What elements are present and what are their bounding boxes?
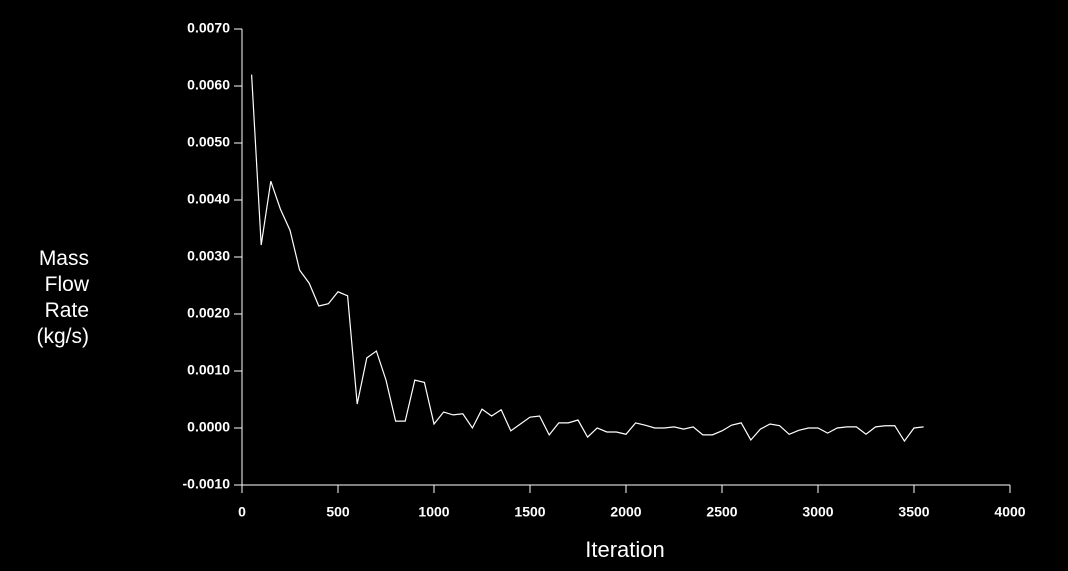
data-line bbox=[251, 74, 924, 443]
y-tick-label: 0.0060 bbox=[187, 77, 230, 93]
x-tick-label: 2000 bbox=[610, 504, 641, 520]
x-axis-label: Iteration bbox=[585, 537, 665, 562]
y-tick-label: 0.0040 bbox=[187, 191, 230, 207]
x-tick-label: 0 bbox=[238, 504, 246, 520]
x-tick-label: 2500 bbox=[706, 504, 737, 520]
x-tick-label: 3500 bbox=[898, 504, 929, 520]
x-tick-label: 3000 bbox=[802, 504, 833, 520]
y-tick-label: -0.0010 bbox=[183, 476, 231, 492]
y-tick-label: 0.0000 bbox=[187, 419, 230, 435]
y-tick-label: 0.0030 bbox=[187, 248, 230, 264]
y-axis-label: Mass Flow Rate (kg/s) bbox=[36, 247, 90, 348]
y-tick-label: 0.0020 bbox=[187, 305, 230, 321]
x-tick-label: 1500 bbox=[514, 504, 545, 520]
x-tick-label: 4000 bbox=[994, 504, 1025, 520]
x-tick-label: 1000 bbox=[418, 504, 449, 520]
x-tick-label: 500 bbox=[326, 504, 350, 520]
y-tick-label: 0.0050 bbox=[187, 134, 230, 150]
y-tick-label: 0.0070 bbox=[187, 20, 230, 36]
y-tick-label: 0.0010 bbox=[187, 362, 230, 378]
